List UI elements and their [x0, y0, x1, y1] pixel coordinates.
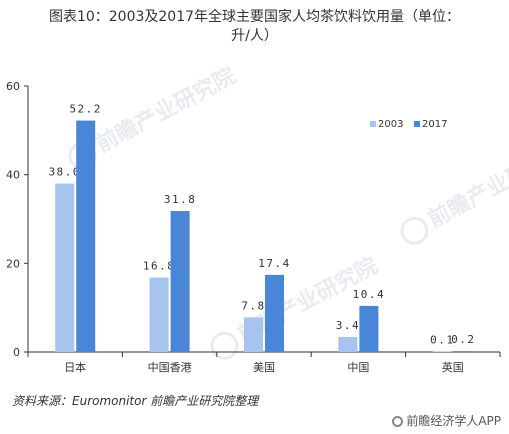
y-tick-label: 20: [6, 257, 20, 270]
legend-label: 2003: [378, 119, 403, 130]
y-tick-label: 0: [13, 346, 20, 359]
data-label: 38.0: [48, 166, 81, 179]
bar-2003: [55, 183, 75, 352]
y-tick-label: 40: [6, 169, 20, 182]
x-tick-label: 英国: [442, 360, 464, 374]
chart-title-line2: 升/人）: [231, 28, 278, 44]
brand-name: 前瞻经济学人APP: [406, 414, 501, 428]
bar-2003: [338, 336, 358, 352]
brand-logo-icon: [392, 416, 404, 427]
data-label: 10.4: [353, 288, 386, 301]
data-label: 16.8: [143, 260, 176, 273]
data-label: 31.8: [164, 193, 197, 206]
data-label: 52.2: [69, 103, 102, 116]
data-label: 0.2: [451, 333, 475, 346]
bar-2003: [149, 277, 169, 352]
bar-2017: [76, 120, 96, 352]
bar-2003: [244, 317, 263, 352]
legend-label: 2017: [422, 119, 447, 130]
data-label: 17.4: [258, 257, 291, 270]
bar-2017: [453, 351, 473, 352]
legend-swatch: [370, 121, 376, 127]
bar-2017: [265, 274, 284, 352]
bar-2017: [170, 211, 190, 352]
data-label: 3.4: [336, 319, 360, 332]
chart-title: 图表10：2003及2017年全球主要国家人均茶饮料饮用量（单位： 升/人）: [0, 8, 509, 46]
data-label: 0.1: [430, 334, 454, 347]
x-tick-label: 中国: [347, 361, 369, 374]
y-tick-label: 60: [6, 80, 20, 93]
brand-credit: 前瞻经济学人APP: [392, 412, 501, 429]
source-note: 资料来源：Euromonitor 前瞻产业研究院整理: [12, 394, 259, 408]
x-tick-label: 日本: [64, 360, 86, 374]
x-tick-label: 中国香港: [148, 361, 192, 374]
chart-title-line1: 图表10：2003及2017年全球主要国家人均茶饮料饮用量（单位：: [48, 9, 461, 25]
legend-swatch: [414, 121, 420, 127]
bar-2017: [359, 305, 379, 352]
data-label: 7.8: [241, 299, 265, 312]
x-tick-label: 美国: [253, 361, 275, 374]
